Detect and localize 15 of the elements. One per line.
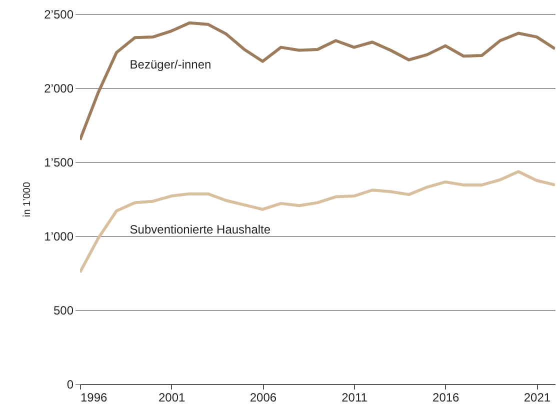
y-tick-label: 1’000 (44, 230, 74, 244)
x-tick-label: 2016 (432, 390, 460, 404)
y-tick-label: 2’000 (44, 82, 74, 96)
x-tick-label: 2001 (158, 390, 186, 404)
series-label: Subventionierte Haushalte (130, 222, 271, 237)
y-tick-label: 1’500 (44, 156, 74, 170)
series-label: Bezüger/-innen (130, 58, 212, 72)
y-tick-label: 0 (66, 378, 74, 392)
y-axis-title: in 1’000 (22, 182, 34, 218)
y-tick-label: 500 (53, 304, 74, 318)
y-tick-label: 2’500 (44, 8, 74, 22)
x-tick-label: 2011 (342, 390, 368, 404)
x-tick-label: 1996 (80, 390, 108, 404)
x-tick-label: 2021 (524, 390, 551, 404)
x-tick-label: 2006 (250, 390, 277, 404)
